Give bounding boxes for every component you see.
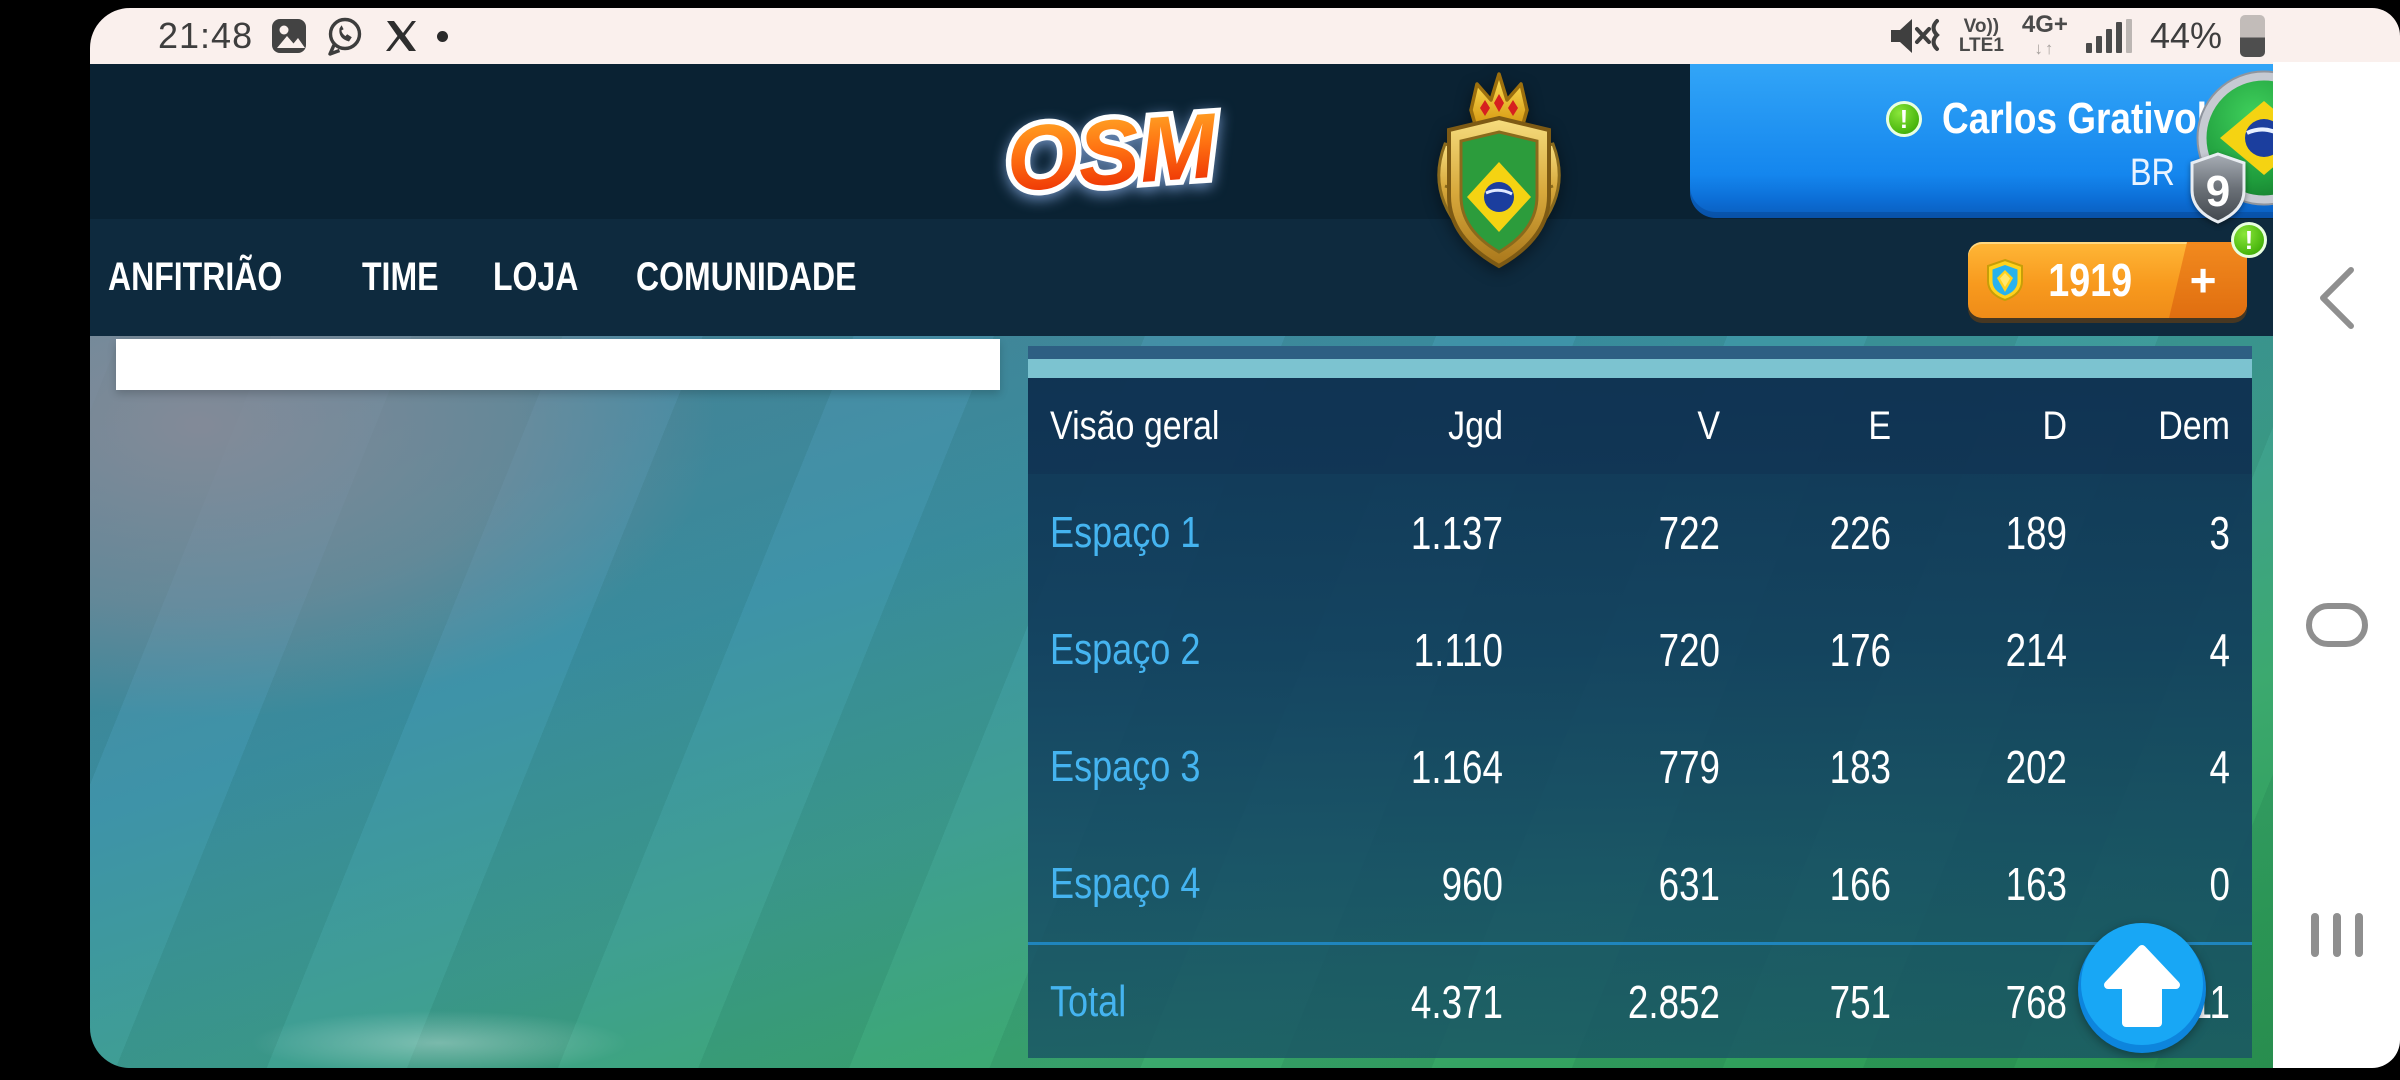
gallery-notification-icon: [272, 19, 307, 53]
row-value-dem: 3: [2209, 506, 2230, 559]
row-value-jgd: 960: [1441, 857, 1503, 910]
row-value-e: 226: [1829, 506, 1891, 559]
row-value-jgd: 1.110: [1413, 623, 1503, 676]
row-value-v: 720: [1658, 623, 1720, 676]
table-row-espaco-2[interactable]: Espaço 2 1.110 720 176 214 4: [1028, 591, 2252, 708]
user-alert-badge-icon[interactable]: !: [1886, 101, 1922, 137]
left-content-panel: [116, 339, 1000, 390]
row-value-v: 631: [1658, 857, 1720, 910]
app-header-menu-band: [90, 219, 2273, 336]
overview-stats-panel: Visão geral Jgd V E D Dem Espaço 1 1.137…: [1028, 346, 2252, 1058]
user-profile-panel[interactable]: ! Carlos Grativol BR 9: [1690, 64, 2273, 224]
user-name-row: ! Carlos Grativol: [1886, 94, 2257, 144]
android-home-icon[interactable]: [2305, 602, 2369, 648]
mute-vibrate-icon: [1890, 19, 1940, 53]
row-value-d: 163: [2005, 857, 2067, 910]
row-value-e: 166: [1829, 857, 1891, 910]
panel-top-strip-dark: [1028, 346, 2252, 359]
coins-amount-area: 1919: [1968, 242, 2159, 318]
row-value-jgd: 1.137: [1410, 506, 1503, 559]
col-header-v: V: [1697, 403, 1720, 448]
table-header-row: Visão geral Jgd V E D Dem: [1028, 378, 2252, 474]
x-app-notification-icon: [386, 21, 417, 51]
row-link[interactable]: Espaço 1: [1050, 507, 1201, 557]
total-divider: [1028, 942, 2252, 945]
menu-item-anfitriao[interactable]: ANFITRIÃO: [108, 255, 283, 299]
network-type: 4G+: [2021, 11, 2068, 38]
table-total-row: Total 4.371 2.852 751 768 11: [1028, 945, 2252, 1058]
android-navigation-bar: [2273, 62, 2400, 1068]
network-indicator: 4G+ ↓↑: [2021, 11, 2068, 58]
total-value-d: 768: [2005, 975, 2067, 1028]
status-right-group: Vo)) LTE1 4G+ ↓↑ 44%: [1889, 11, 2265, 58]
status-left-group: 21:48: [158, 15, 449, 57]
battery-icon: [2240, 15, 2265, 57]
row-link[interactable]: Espaço 3: [1050, 741, 1201, 791]
notification-dot-icon: [437, 30, 449, 42]
row-value-e: 176: [1829, 623, 1891, 676]
scroll-to-top-button[interactable]: [2077, 923, 2207, 1053]
battery-percent: 44%: [2149, 15, 2222, 56]
plus-icon: +: [2189, 254, 2217, 306]
table-row-espaco-1[interactable]: Espaço 1 1.137 722 226 189 3: [1028, 474, 2252, 591]
row-value-d: 214: [2005, 623, 2067, 676]
row-value-jgd: 1.164: [1410, 740, 1503, 793]
up-arrow-icon: [2104, 945, 2180, 1027]
panel-top-strip-teal: [1028, 359, 2252, 378]
row-value-d: 189: [2005, 506, 2067, 559]
clock: 21:48: [158, 15, 254, 56]
osm-app-screen: ANFITRIÃO TIME LOJA COMUNIDADE OSM: [90, 64, 2273, 1068]
col-header-e: E: [1868, 403, 1891, 448]
col-header-dem: Dem: [2158, 403, 2230, 448]
col-header-jgd: Jgd: [1448, 403, 1503, 448]
row-value-v: 722: [1658, 506, 1720, 559]
menu-item-time[interactable]: TIME: [361, 255, 439, 299]
android-recents-icon[interactable]: [2305, 910, 2369, 960]
brazil-league-crest[interactable]: [1423, 66, 1575, 274]
total-value-jgd: 4.371: [1410, 975, 1503, 1028]
volte-line2: LTE1: [1958, 35, 2004, 56]
signal-strength-icon: [2085, 19, 2132, 53]
status-bar: 21:48 Vo)) LTE1 4G+ ↓↑: [90, 8, 2400, 64]
total-value-e: 751: [1829, 975, 1891, 1028]
menu-item-comunidade[interactable]: COMUNIDADE: [636, 255, 857, 299]
android-back-icon[interactable]: [2313, 262, 2361, 334]
add-coins-segment[interactable]: +: [2169, 242, 2247, 318]
osm-logo: OSM: [997, 89, 1227, 217]
row-value-d: 202: [2005, 740, 2067, 793]
boss-coins-button[interactable]: 1919 +: [1968, 242, 2247, 318]
volte-indicator: Vo)) LTE1: [1959, 17, 2004, 55]
row-value-dem: 4: [2209, 740, 2230, 793]
boss-coins-amount: 1919: [2048, 254, 2133, 306]
boss-coin-icon: [1987, 258, 2024, 302]
row-value-dem: 0: [2209, 857, 2230, 910]
main-menu: ANFITRIÃO TIME LOJA COMUNIDADE: [108, 219, 912, 336]
user-country-code: BR: [2129, 152, 2175, 194]
col-header-d: D: [2042, 403, 2067, 448]
table-header-label: Visão geral: [1050, 403, 1220, 448]
total-value-v: 2.852: [1627, 975, 1720, 1028]
whatsapp-notification-icon: [328, 17, 362, 56]
table-row-espaco-3[interactable]: Espaço 3 1.164 779 183 202 4: [1028, 708, 2252, 825]
coins-alert-badge-icon[interactable]: !: [2231, 222, 2267, 258]
row-value-dem: 4: [2209, 623, 2230, 676]
row-value-v: 779: [1658, 740, 1720, 793]
volte-line1: Vo)): [1963, 16, 2000, 37]
manager-level-shield: 9: [2190, 152, 2246, 224]
total-label: Total: [1050, 976, 1127, 1026]
manager-level-number: 9: [2206, 167, 2230, 216]
row-link[interactable]: Espaço 4: [1050, 858, 1201, 908]
row-value-e: 183: [1829, 740, 1891, 793]
menu-item-loja[interactable]: LOJA: [493, 255, 579, 299]
row-link[interactable]: Espaço 2: [1050, 624, 1201, 674]
table-row-espaco-4[interactable]: Espaço 4 960 631 166 163 0: [1028, 825, 2252, 942]
user-name: Carlos Grativol: [1942, 94, 2207, 143]
osm-logo-text: OSM: [1003, 95, 1222, 212]
overview-table: Visão geral Jgd V E D Dem Espaço 1 1.137…: [1028, 378, 2252, 1058]
data-arrows-icon: ↓↑: [2034, 39, 2056, 58]
